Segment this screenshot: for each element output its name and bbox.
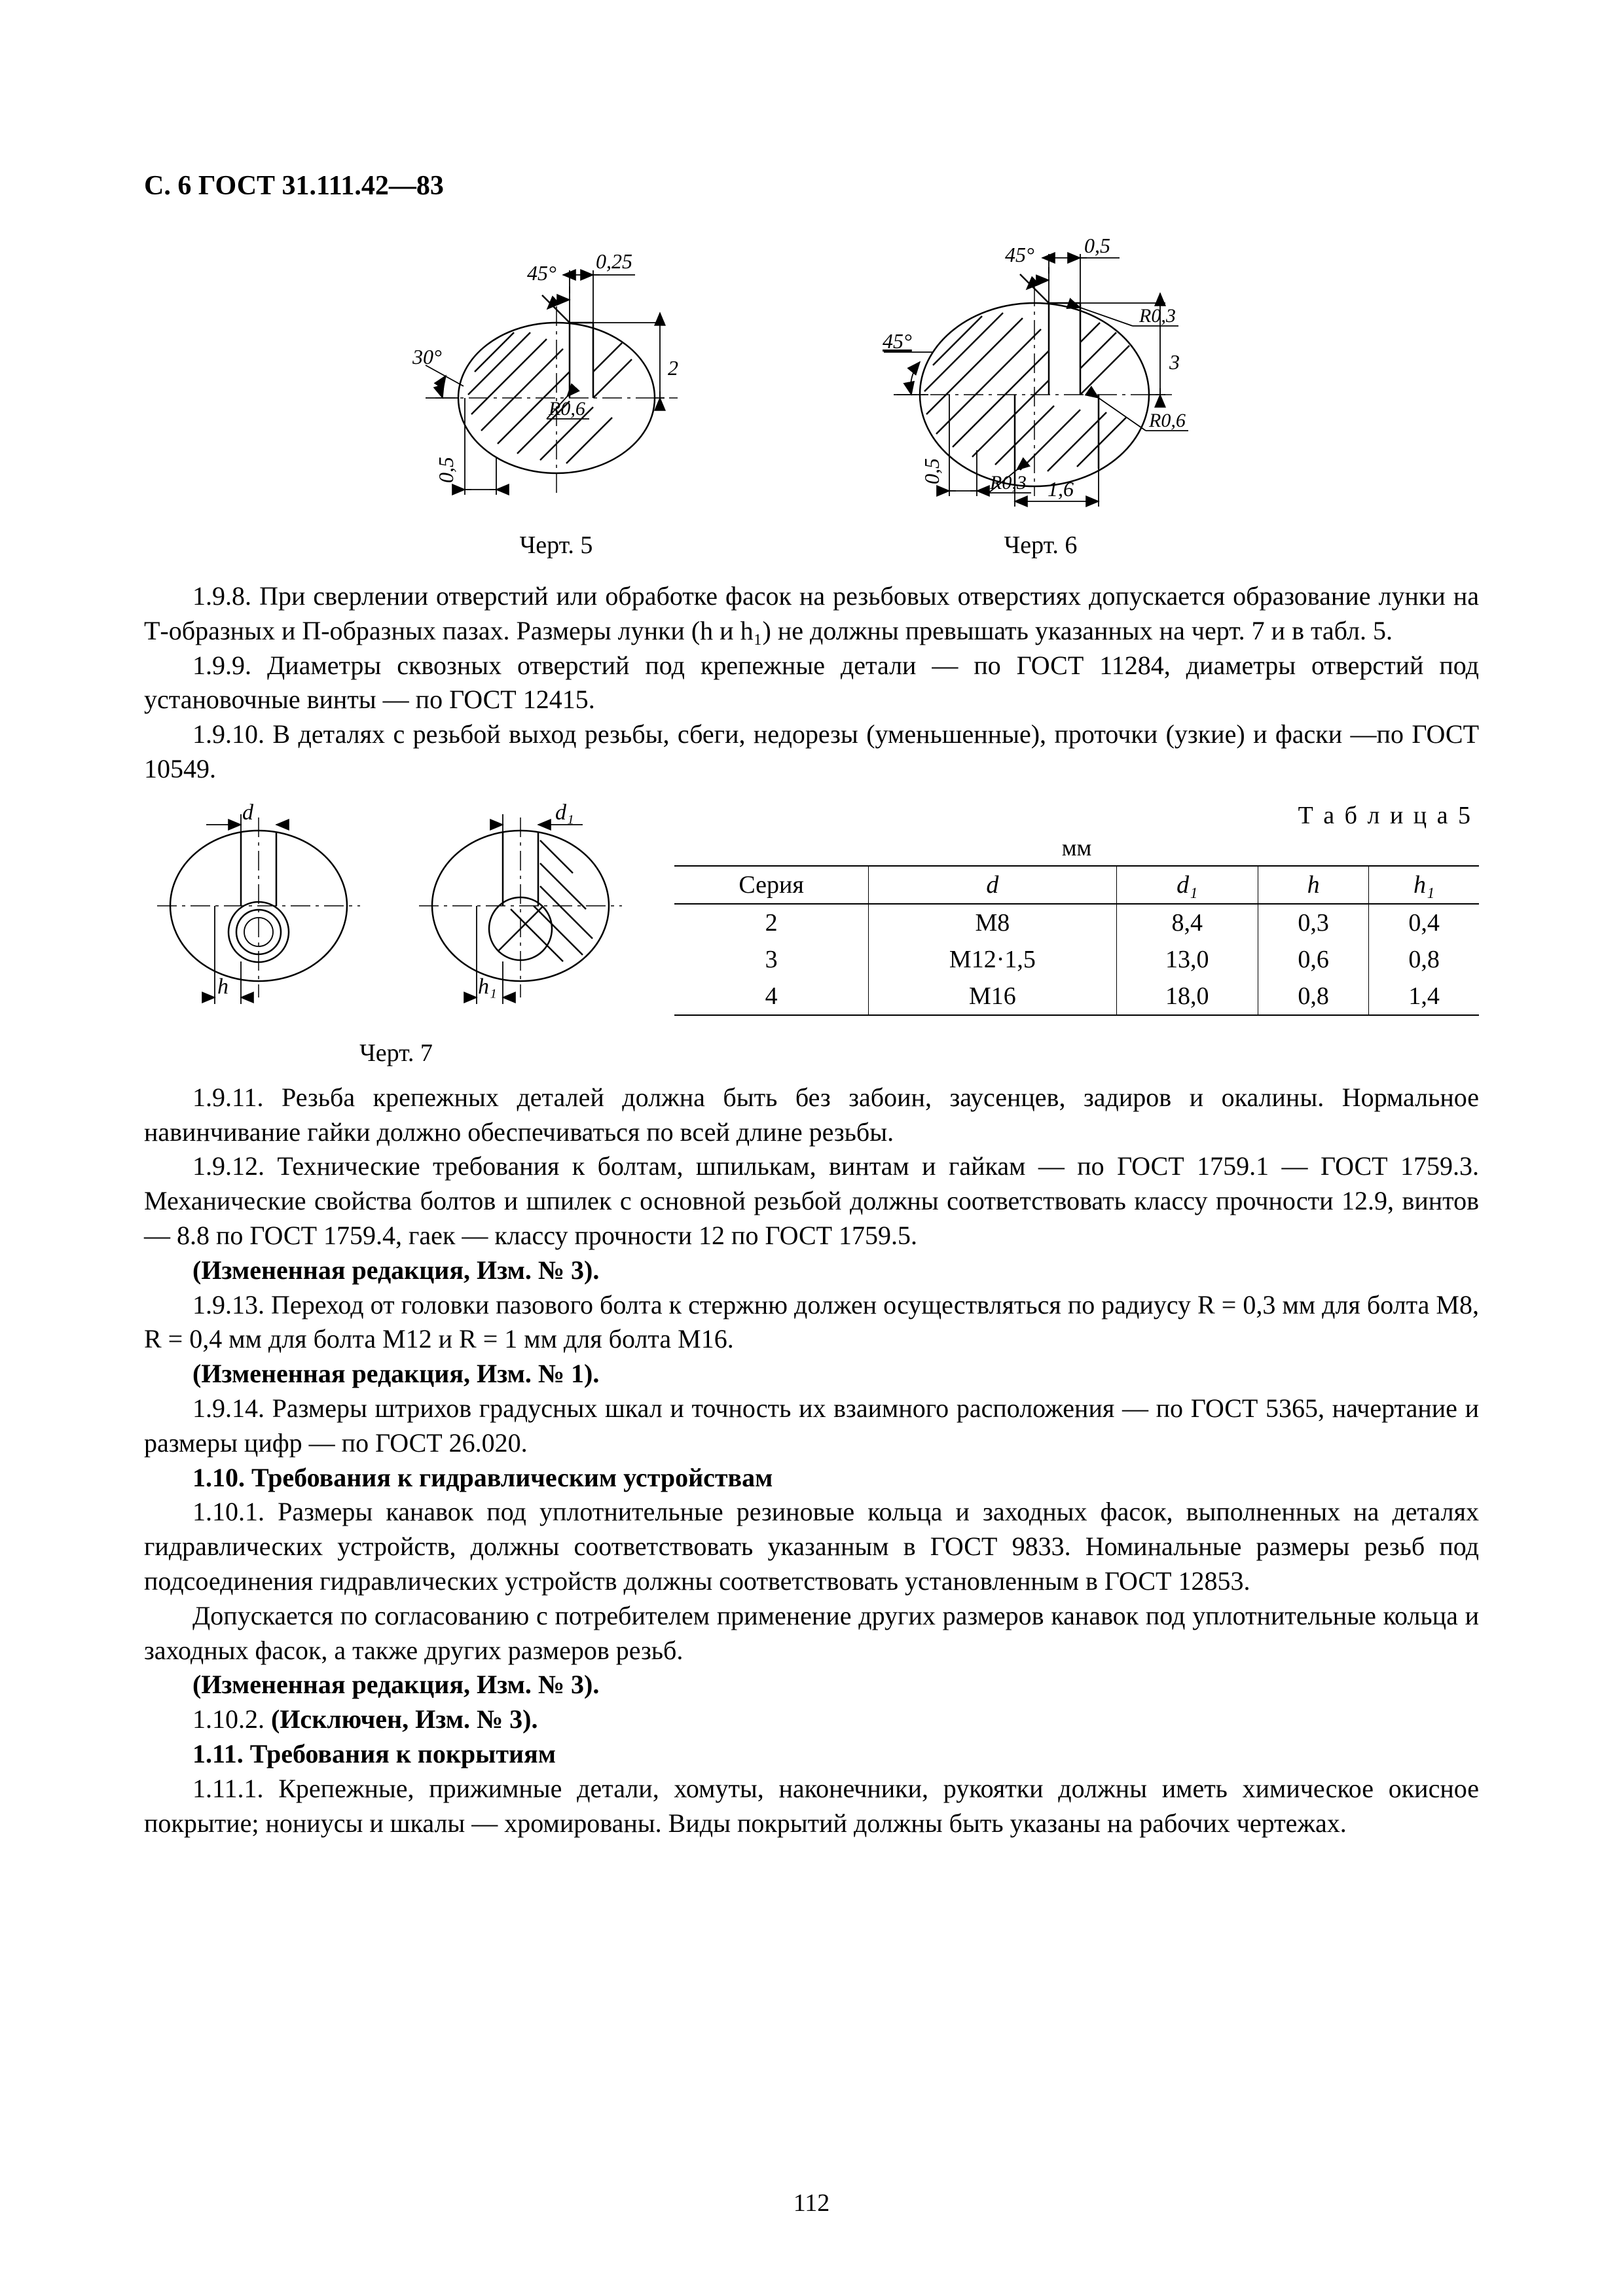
para-1-9-14: 1.9.14. Размеры штрихов градусных шкал и… bbox=[144, 1391, 1479, 1461]
table-5-col-3: h bbox=[1258, 866, 1368, 904]
figure-6: 45° 45° 0,5 R0,3 3 bbox=[858, 234, 1224, 560]
fig7-label-h: h bbox=[217, 975, 228, 999]
fig5-label-025: 0,25 bbox=[596, 249, 632, 273]
para-1-10: 1.10. Требования к гидравлическим устрой… bbox=[144, 1461, 1479, 1496]
fig5-label-05: 0,5 bbox=[434, 457, 458, 483]
table-5-unit: мм bbox=[674, 834, 1479, 861]
fig6-label-05t: 0,5 bbox=[1084, 234, 1110, 257]
para-1-11: 1.11. Требования к покрытиям bbox=[144, 1737, 1479, 1772]
para-1-10-1: 1.10.1. Размеры канавок под уплотнительн… bbox=[144, 1495, 1479, 1598]
text-block-2: 1.9.11. Резьба крепежных деталей должна … bbox=[144, 1081, 1479, 1841]
para-1-9-12: 1.9.12. Технические требования к болтам,… bbox=[144, 1149, 1479, 1253]
table-5-label: Т а б л и ц а 5 bbox=[674, 801, 1479, 830]
para-1-9-11: 1.9.11. Резьба крепежных деталей должна … bbox=[144, 1081, 1479, 1150]
fig6-label-r03b: R0,3 bbox=[989, 472, 1027, 493]
para-izm-1: (Измененная редакция, Изм. № 1). bbox=[144, 1357, 1479, 1391]
figure-7-caption: Черт. 7 bbox=[144, 1039, 648, 1067]
fig7-label-d: d bbox=[242, 801, 254, 825]
para-1-9-8: 1.9.8. При сверлении отверстий или обраб… bbox=[144, 579, 1479, 649]
fig5-label-r06: R0,6 bbox=[548, 398, 585, 420]
table-row: 4 М16 18,0 0,8 1,4 bbox=[674, 978, 1479, 1015]
table-5: Т а б л и ц а 5 мм Серия d d₁ h h₁ 2 М8 bbox=[674, 801, 1479, 1016]
figure-5-svg: 30° 45° 0,25 R0,6 2 bbox=[399, 234, 714, 516]
para-1-11-1: 1.11.1. Крепежные, прижимные детали, хом… bbox=[144, 1772, 1479, 1841]
figure-7-svg: d h bbox=[144, 801, 648, 1024]
fig6-label-16: 1,6 bbox=[1048, 477, 1074, 501]
para-1-10-1b: Допускается по согласованию с потребител… bbox=[144, 1599, 1479, 1668]
table-5-col-1: d bbox=[869, 866, 1116, 904]
table-5-data: Серия d d₁ h h₁ 2 М8 8,4 0,3 0,4 bbox=[674, 865, 1479, 1016]
table-row: 2 М8 8,4 0,3 0,4 bbox=[674, 904, 1479, 941]
figure-6-caption: Черт. 6 bbox=[858, 531, 1224, 560]
page: С. 6 ГОСТ 31.111.42—83 bbox=[0, 0, 1623, 2296]
table-row: 3 М12·1,5 13,0 0,6 0,8 bbox=[674, 941, 1479, 978]
fig7-label-h1: h₁ bbox=[478, 975, 497, 999]
fig5-label-45: 45° bbox=[527, 261, 556, 285]
page-number: 112 bbox=[0, 2189, 1623, 2217]
fig6-label-45t: 45° bbox=[1005, 243, 1034, 266]
table-5-col-4: h₁ bbox=[1369, 866, 1479, 904]
fig5-label-2: 2 bbox=[668, 356, 678, 380]
para-1-10-2: 1.10.2. (Исключен, Изм. № 3). bbox=[144, 1702, 1479, 1737]
page-header: С. 6 ГОСТ 31.111.42—83 bbox=[144, 170, 1479, 202]
figure7-table5-row: d h bbox=[144, 801, 1479, 1067]
para-1-9-10: 1.9.10. В деталях с резьбой выход резьбы… bbox=[144, 717, 1479, 787]
fig6-label-r06: R0,6 bbox=[1148, 410, 1186, 431]
fig6-label-r03t: R0,3 bbox=[1139, 305, 1176, 327]
fig6-label-05l: 0,5 bbox=[920, 458, 943, 484]
table-5-header-row: Серия d d₁ h h₁ bbox=[674, 866, 1479, 904]
para-izm-3b: (Измененная редакция, Изм. № 3). bbox=[144, 1668, 1479, 1702]
table-5-col-2: d₁ bbox=[1116, 866, 1258, 904]
para-1-9-13: 1.9.13. Переход от головки пазового болт… bbox=[144, 1288, 1479, 1357]
fig5-label-30: 30° bbox=[412, 345, 442, 368]
figure-5: 30° 45° 0,25 R0,6 2 bbox=[399, 234, 714, 560]
table-5-col-0: Серия bbox=[674, 866, 869, 904]
figure-5-caption: Черт. 5 bbox=[399, 531, 714, 560]
figure-6-svg: 45° 45° 0,5 R0,3 3 bbox=[858, 234, 1224, 516]
para-izm-3a: (Измененная редакция, Изм. № 3). bbox=[144, 1253, 1479, 1288]
text-block-1: 1.9.8. При сверлении отверстий или обраб… bbox=[144, 579, 1479, 787]
para-1-9-9: 1.9.9. Диаметры сквозных отверстий под к… bbox=[144, 649, 1479, 718]
fig6-label-3: 3 bbox=[1169, 350, 1180, 374]
fig6-label-45l: 45° bbox=[883, 329, 912, 353]
fig7-label-d1: d₁ bbox=[555, 801, 574, 825]
figure-7: d h bbox=[144, 801, 648, 1067]
figures-row-5-6: 30° 45° 0,25 R0,6 2 bbox=[144, 234, 1479, 560]
